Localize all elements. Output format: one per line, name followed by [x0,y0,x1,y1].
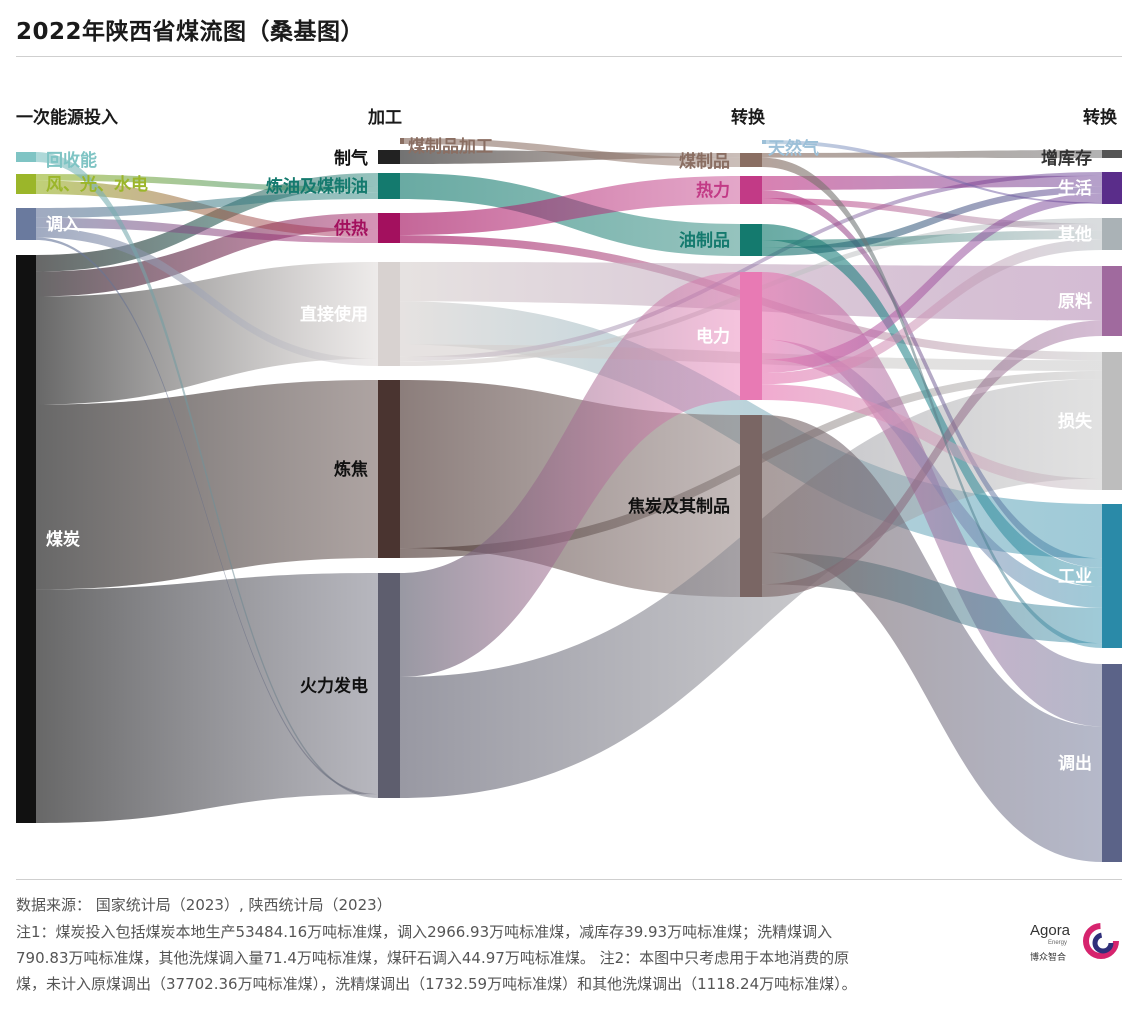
link-import-to-coal_oil [36,192,378,218]
link-power-to-industry [762,339,1102,608]
link-power-to-loss [762,384,1102,490]
node-coal_products [740,153,762,167]
link-coke-to-industry [762,552,1102,644]
node-label-stock: 增库存 [1041,148,1092,169]
node-thermal [378,573,400,798]
link-heat-to-industry [762,190,1102,568]
node-label-import: 调入 [46,215,80,235]
node-heat [740,176,762,204]
link-renew-to-heat_supply [36,180,378,238]
node-label-industry: 工业 [1058,567,1092,587]
node-coke [740,415,762,597]
node-gas_make [378,150,400,164]
link-thermal-to-power [400,272,740,677]
node-heat_supply [378,213,400,243]
link-coke-to-export [762,415,1102,862]
link-recycle-to-thermal [36,152,378,798]
title-divider [16,56,1122,57]
node-other [1102,218,1122,250]
logo-name: Agora [1030,922,1071,939]
agora-logo: Agora Energy 博众智合 [1030,922,1120,963]
node-label-coke: 焦炭及其制品 [627,496,730,517]
node-label-export: 调出 [1058,753,1092,774]
node-industry [1102,504,1122,648]
node-coal_oil [378,173,400,199]
link-heat_supply-to-heat [400,176,740,236]
node-label-renew: 风、光、水电 [46,174,148,195]
node-label-coal_oil: 炼油及煤制油 [266,176,368,197]
agora-logo-icon [1083,923,1119,959]
node-renew [16,174,36,194]
node-label-oil_products: 油制品 [679,230,730,251]
link-coal-to-thermal [36,573,378,823]
link-import-to-thermal [36,237,378,797]
node-label-thermal: 火力发电 [300,676,368,697]
node-label-coal: 煤炭 [46,529,80,550]
link-coke-to-feedstock [762,320,1102,597]
link-heat-to-other [762,198,1102,231]
column-header-primary: 一次能源投入 [16,108,118,128]
node-feedstock [1102,266,1122,336]
node-direct [378,262,400,366]
footer-divider [16,879,1122,880]
link-direct-to-residential [400,172,1102,362]
node-label-gas_make: 制气 [334,148,368,169]
sankey-nodes [16,138,1122,862]
node-power [740,272,762,400]
node-oil_products [740,224,762,256]
footer-note-3: 煤，未计入原煤调出（37702.36万吨标准煤），洗精煤调出（1732.59万吨… [16,975,857,993]
node-label-coking: 炼焦 [334,459,368,480]
link-coal_products-to-industry [762,157,1102,648]
node-coal [16,255,36,823]
column-header-processing: 加工 [368,108,402,128]
column-header-conversion: 转换 [731,108,765,128]
page-title: 2022年陕西省煤流图（桑基图） [16,19,365,45]
node-label-heat_supply: 供热 [333,218,368,239]
node-label-loss: 损失 [1058,411,1093,432]
link-coal_prod_proc-to-coal_products [404,138,740,167]
logo-cn: 博众智合 [1030,953,1067,963]
footer-note-2: 790.83万吨标准煤，其他洗煤调入量71.4万吨标准煤，煤矸石调入44.97万… [16,949,850,967]
node-label-recycle: 回收能 [46,150,97,171]
logo-sub: Energy [1048,940,1068,946]
link-power-to-export [762,272,1102,727]
node-loss [1102,352,1122,490]
node-label-natgas: 天然气 [768,138,819,159]
link-gas_make-to-coal_products [400,150,740,164]
node-label-other: 其他 [1058,224,1092,245]
link-import-to-direct [36,227,378,366]
node-coal_prod_proc [400,138,404,144]
node-label-feedstock: 原料 [1058,291,1092,312]
node-recycle [16,152,36,162]
link-coal_products-to-stock [762,150,1102,158]
link-renew-to-coal_oil [36,174,378,193]
footer-note-1: 注1：煤炭投入包括煤炭本地生产53484.16万吨标准煤，调入2966.93万吨… [16,923,833,941]
column-header-final: 转换 [1083,108,1117,128]
sankey-links [36,138,1102,862]
node-stock [1102,150,1122,158]
node-natgas [762,140,766,144]
node-coking [378,380,400,558]
link-natgas-to-residential [766,140,1102,204]
link-power-to-residential [762,193,1102,374]
node-label-heat: 热力 [696,180,730,201]
node-import [16,208,36,240]
footer-source: 数据来源： 国家统计局（2023）, 陕西统计局（2023） [16,896,392,914]
node-export [1102,664,1122,862]
link-heat-to-residential [762,175,1102,190]
node-label-coal_prod_proc: 煤制品加工 [408,136,493,157]
node-label-direct: 直接使用 [300,304,368,325]
node-label-residential: 生活 [1058,178,1092,199]
link-coal-to-heat_supply [36,213,378,297]
node-label-coal_products: 煤制品 [679,151,730,172]
link-power-to-other [762,238,1102,385]
link-coal-to-coking [36,380,378,590]
node-label-power: 电力 [696,326,730,347]
node-residential [1102,172,1122,204]
link-oil_products-to-residential [762,186,1102,256]
